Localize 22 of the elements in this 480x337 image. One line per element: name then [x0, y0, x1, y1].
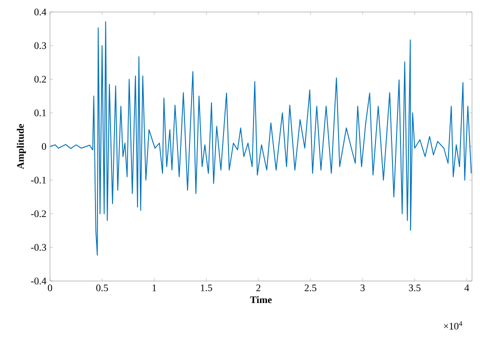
- x-tick-label: 1.5: [200, 284, 212, 292]
- x-tick-label: 3.5: [408, 284, 421, 292]
- y-tick-label: 0.3: [34, 42, 46, 50]
- text: ×10$^{4}$: [444, 321, 462, 330]
- x-tick-label: 3: [360, 284, 365, 292]
- x-tick-label: 0: [48, 284, 52, 292]
- y-axis-title: Amplitude: [16, 124, 26, 170]
- x-tick-label: 2: [256, 284, 260, 292]
- x-axis-title: Time: [250, 296, 272, 304]
- y-tick-label: -0.4: [31, 278, 46, 284]
- y-tick-label: -0.1: [31, 176, 46, 184]
- y-tick-label: -0.3: [31, 244, 46, 251]
- x-tick-label: 4: [464, 284, 470, 292]
- y-tick-label: 0.2: [34, 76, 46, 83]
- x-tick-label: 0.5: [96, 284, 108, 292]
- y-tick-label: 0: [42, 143, 46, 150]
- x-tick-label: 1: [152, 284, 156, 292]
- y-tick-label: 0.4: [34, 8, 46, 16]
- x-tick-label: 2.5: [304, 284, 316, 292]
- y-tick-label: -0.2: [31, 210, 46, 218]
- line-series: [50, 21, 472, 256]
- y-tick-label: 0.1: [34, 109, 46, 116]
